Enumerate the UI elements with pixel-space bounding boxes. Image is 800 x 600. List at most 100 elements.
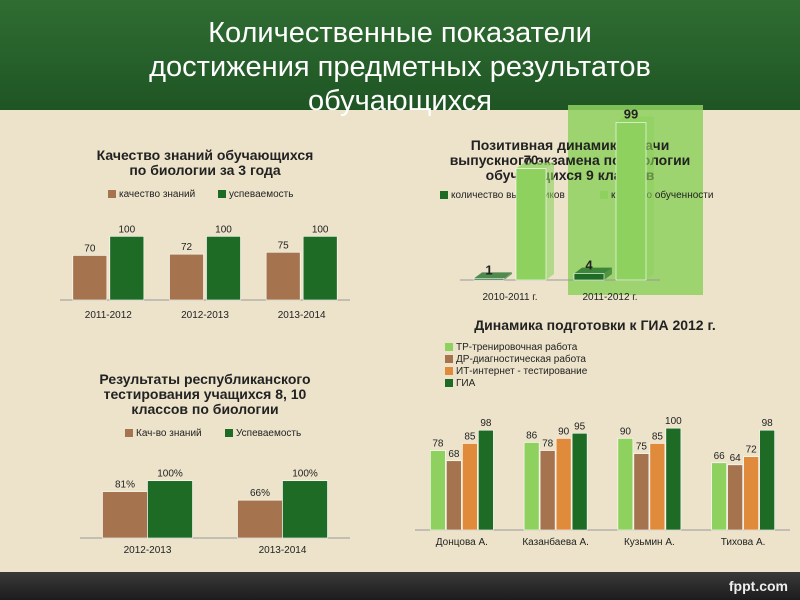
chart-4-bar-1-1 [430, 450, 446, 531]
chart-3-data-label-2-1: 100% [157, 469, 183, 480]
chart-1-data-label-2-2: 100 [215, 224, 232, 235]
chart-4-data-label-3-2: 90 [558, 426, 570, 437]
chart-2-legend-label-1: количество выпускников [451, 190, 565, 201]
chart-1-data-label-2-3: 100 [312, 224, 329, 235]
chart-2-bar-2-1 [515, 168, 547, 281]
chart-4-data-label-2-1: 68 [448, 449, 460, 460]
chart-2-legend-swatch-1 [440, 191, 448, 199]
chart-4-data-label-2-4: 64 [730, 453, 742, 464]
chart-2-bar-top-1-2 [574, 267, 612, 274]
chart-4-data-label-1-1: 78 [432, 439, 444, 450]
chart-1-data-label-1-3: 75 [278, 240, 290, 251]
chart-2-title: Позитивная динамика сдачи выпускного экза… [450, 137, 691, 183]
slide-title-line-1: Количественные показатели [208, 17, 592, 49]
chart-1-legend-swatch-1 [108, 190, 116, 198]
chart-1-bar-2-2 [206, 236, 241, 301]
chart-4-legend-label-2: ДР-диагностическая работа [456, 353, 586, 365]
chart-3-category-1: 2012-2013 [124, 545, 172, 556]
chart-4-data-label-1-2: 86 [526, 430, 538, 441]
chart-4-data-label-1-4: 66 [714, 451, 726, 462]
chart-1-bar-2-3 [302, 236, 338, 301]
chart-4-bar-2-4 [727, 464, 743, 531]
slide-title-line-2: достижения предметных результатов [149, 51, 651, 83]
chart-2-data-label-1-2: 4 [585, 258, 593, 273]
chart-4-bar-4-4 [759, 429, 775, 531]
chart-2-bar-1-1 [473, 278, 505, 281]
chart-4-legend-swatch-3 [445, 367, 453, 375]
chart-3-legend-label-2: Успеваемость [236, 428, 301, 439]
chart-4-bar-3-1 [462, 443, 478, 531]
chart-1-category-3: 2013-2014 [278, 310, 326, 321]
chart-2-bar-top-2-2 [616, 116, 654, 123]
chart-3-data-label-2-2: 100% [292, 469, 318, 480]
chart-3-data-label-1-2: 66% [250, 488, 270, 499]
chart-4-category-4: Тихова А. [721, 537, 766, 548]
chart-1-legend-swatch-2 [218, 190, 226, 198]
chart-4-title: Динамика подготовки к ГИА 2012 г. [474, 317, 716, 333]
chart-2: Позитивная динамика сдачи выпускного экза… [440, 105, 713, 303]
chart-4-data-label-3-4: 72 [746, 445, 758, 456]
chart-4-category-1: Донцова А. [436, 537, 488, 548]
footer-brand: fppt.com [728, 578, 788, 594]
chart-4-legend-label-3: ИТ-интернет - тестирование [456, 366, 588, 377]
chart-4-data-label-2-2: 78 [542, 439, 554, 450]
chart-2-data-label-2-1: 70 [524, 153, 538, 168]
chart-4-bar-4-3 [665, 427, 682, 531]
chart-1-bar-1-1 [72, 255, 108, 301]
chart-3-legend-swatch-2 [225, 429, 233, 437]
chart-4-bar-1-2 [523, 442, 540, 531]
chart-4-data-label-2-3: 75 [636, 442, 648, 453]
chart-1-bar-1-2 [169, 253, 204, 301]
chart-2-bar-top-1-1 [474, 272, 512, 279]
chart-2-data-label-2-2: 99 [624, 107, 638, 122]
chart-2-category-2: 2011-2012 г. [582, 292, 637, 303]
chart-4-data-label-4-3: 100 [665, 416, 682, 427]
chart-3-bar-2-1 [147, 480, 193, 539]
chart-4-bar-2-1 [446, 460, 462, 531]
chart-3-title: Результаты республиканского тестирования … [99, 371, 310, 417]
chart-2-bar-side-1-2 [604, 267, 612, 280]
slide-title-line-3: обучающихся [307, 85, 493, 117]
chart-4-legend-swatch-2 [445, 355, 453, 363]
chart-1-data-label-1-2: 72 [181, 242, 193, 253]
chart-1-data-label-2-1: 100 [118, 224, 135, 235]
chart-4-data-label-1-3: 90 [620, 426, 632, 437]
chart-4-legend-swatch-1 [445, 343, 453, 351]
chart-3-legend-label-1: Кач-во знаний [136, 428, 202, 439]
chart-3-bar-1-1 [102, 491, 148, 539]
chart-1-title: Качество знаний обучающихся по биологии з… [97, 147, 314, 178]
chart-1-legend-label-1: качество знаний [119, 189, 195, 200]
chart-3-data-label-1-1: 81% [115, 480, 135, 491]
chart-1: Качество знаний обучающихся по биологии з… [60, 147, 350, 321]
chart-2-data-label-1-1: 1 [485, 262, 492, 277]
chart-4-data-label-4-2: 95 [574, 421, 586, 432]
chart-3-bar-2-2 [282, 480, 328, 539]
chart-1-category-2: 2012-2013 [181, 310, 229, 321]
chart-4-bar-3-3 [649, 443, 666, 531]
chart-4-bar-2-3 [633, 453, 650, 531]
chart-4: Динамика подготовки к ГИА 2012 г. ТР-трен… [415, 317, 790, 548]
chart-4-category-2: Казанбаева А. [522, 536, 589, 548]
footer-bar: fppt.com [0, 572, 800, 600]
chart-4-bar-3-2 [555, 438, 572, 531]
chart-3-bar-1-2 [237, 499, 283, 539]
chart-1-category-1: 2011-2012 [85, 310, 133, 321]
chart-4-data-label-3-3: 85 [652, 431, 664, 442]
header-band [0, 0, 800, 110]
chart-1-legend-label-2: успеваемость [229, 189, 293, 200]
chart-4-bar-4-1 [478, 429, 494, 531]
chart-4-category-3: Кузьмин А. [624, 537, 675, 548]
chart-4-bar-4-2 [571, 432, 588, 531]
chart-2-bar-top-2-1 [516, 162, 554, 169]
chart-3: Результаты республиканского тестирования … [80, 371, 350, 556]
chart-3-legend-swatch-1 [125, 429, 133, 437]
chart-4-bar-2-2 [539, 450, 556, 531]
chart-4-legend-label-4: ГИА [456, 378, 476, 389]
chart-4-data-label-4-4: 98 [762, 418, 774, 429]
chart-2-bar-side-2-1 [546, 162, 554, 280]
chart-4-legend-label-1: ТР-тренировочная работа [456, 341, 578, 353]
chart-4-bar-1-4 [711, 462, 727, 531]
chart-4-data-label-3-1: 85 [464, 431, 476, 442]
